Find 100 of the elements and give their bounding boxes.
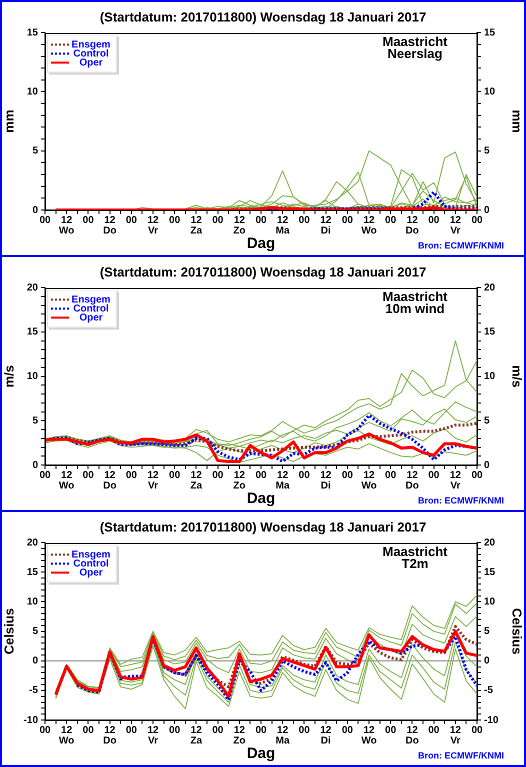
- x-tick-label: 12 Di: [320, 215, 332, 236]
- legend-label: Ensgem: [72, 39, 111, 50]
- legend-label: Control: [73, 303, 109, 314]
- y2-tick-label: 5: [484, 415, 490, 426]
- legend-label: Control: [73, 558, 109, 570]
- x-tick-label: 00: [342, 215, 354, 226]
- y-tick-label: 5: [32, 626, 38, 638]
- x-tick-label: 00: [126, 470, 138, 481]
- y2-tick-label: 20: [484, 537, 496, 548]
- x-axis-title: Dag: [246, 235, 276, 252]
- x-tick-label: 12 Do: [406, 470, 419, 492]
- x-tick-label: 12 Do: [103, 725, 116, 746]
- x-tick-label: 12 Za: [190, 215, 202, 236]
- x-tick-label: 00: [385, 470, 397, 481]
- x-tick-label: 12 Zo: [233, 725, 246, 746]
- y2-tick-label: 5: [484, 626, 490, 638]
- x-tick-label: 00: [342, 470, 354, 481]
- y2-tick-label: 10: [484, 86, 496, 98]
- x-tick-label: 12 Wo: [58, 470, 74, 492]
- x-tick-label: 00: [471, 725, 483, 736]
- y-tick-label: 10: [26, 596, 38, 608]
- x-tick-label: 12 Wo: [361, 725, 377, 746]
- x-tick-label: 00: [471, 470, 483, 481]
- y2-tick-label: 0: [484, 656, 490, 667]
- x-tick-label: 12 Vr: [450, 215, 462, 236]
- y-tick-label: 15: [26, 566, 38, 578]
- legend-label: Control: [73, 48, 109, 60]
- x-tick-label: 12 Do: [103, 215, 116, 236]
- y2-tick-label: -10: [484, 714, 499, 726]
- x-tick-label: 00: [212, 725, 224, 736]
- x-tick-label: 00: [82, 215, 94, 226]
- y2-tick-label: 10: [484, 596, 496, 608]
- y2-tick-label: -5: [484, 685, 494, 696]
- x-tick-label: 00: [39, 470, 51, 481]
- chart-title: (Startdatum: 2017011800) Woensdag 18 Januari 2017: [100, 9, 426, 24]
- x-tick-label: 00: [126, 215, 138, 226]
- x-tick-label: 00: [298, 470, 310, 481]
- x-tick-label: 12 Vr: [147, 215, 159, 236]
- chart-title: (Startdatum: 2017011800) Woensdag 18 Januari 2017: [100, 519, 426, 534]
- x-tick-label: 12 Vr: [450, 470, 462, 492]
- x-axis-title: Dag: [246, 490, 276, 508]
- y-axis-title: m/s: [1, 365, 16, 388]
- text: Bron: ECMWF/KNMI: [418, 495, 504, 506]
- legend-label: Oper: [79, 312, 103, 324]
- x-tick-label: 00: [428, 470, 440, 481]
- x-tick-label: 00: [126, 725, 138, 736]
- x-tick-label: 12 Vr: [147, 725, 159, 746]
- y2-tick-label: 10: [484, 371, 496, 382]
- y-tick-label: 15: [26, 326, 38, 338]
- legend-label: Ensgem: [72, 294, 111, 306]
- x-tick-label: 12 Ma: [276, 470, 290, 492]
- text: Bron: ECMWF/KNMI: [418, 750, 504, 760]
- y2-axis-title: Celsius: [510, 608, 525, 654]
- x-tick-label: 00: [255, 470, 267, 481]
- y2-tick-label: 15: [484, 326, 496, 338]
- annotation: Maastricht 10m wind: [382, 289, 448, 316]
- x-tick-label: 12 Vr: [147, 470, 159, 492]
- x-tick-label: 00: [385, 215, 397, 226]
- y-tick-label: 0: [32, 204, 38, 216]
- y2-tick-label: 15: [484, 566, 496, 578]
- x-tick-label: 00: [428, 725, 440, 736]
- y-tick-label: 10: [26, 371, 38, 382]
- x-tick-label: 12 Wo: [58, 725, 74, 746]
- x-tick-label: 00: [169, 725, 181, 736]
- x-tick-label: 00: [212, 215, 224, 226]
- x-tick-label: 12 Zo: [233, 470, 246, 492]
- chart-title: (Startdatum: 2017011800) Woensdag 18 Januari 2017: [100, 264, 426, 280]
- y2-axis-title: m/s: [510, 365, 525, 388]
- y-tick-label: 15: [26, 27, 38, 38]
- x-tick-label: 00: [212, 470, 224, 481]
- y-axis-title: Celsius: [1, 608, 16, 654]
- x-tick-label: 00: [255, 725, 267, 736]
- y2-axis-title: mm: [510, 110, 525, 133]
- x-tick-label: 00: [39, 725, 51, 736]
- legend-label: Oper: [79, 567, 103, 578]
- y-tick-label: -10: [24, 714, 38, 726]
- y2-tick-label: 15: [484, 27, 496, 38]
- annotation: Maastricht Neerslag: [382, 34, 448, 62]
- x-tick-label: 12 Za: [190, 470, 202, 492]
- x-tick-label: 12 Wo: [361, 470, 377, 492]
- x-tick-label: 12 Do: [103, 470, 116, 492]
- x-tick-label: 12 Ma: [276, 215, 290, 236]
- x-tick-label: 12 Za: [190, 725, 202, 746]
- text: Bron: ECMWF/KNMI: [418, 240, 504, 250]
- x-tick-label: 00: [428, 215, 440, 226]
- x-tick-label: 00: [298, 215, 310, 226]
- x-tick-label: 00: [471, 215, 483, 226]
- y-tick-label: 0: [32, 460, 38, 471]
- x-tick-label: 00: [385, 725, 397, 736]
- x-tick-label: 12 Ma: [276, 725, 290, 746]
- x-tick-label: 12 Vr: [450, 725, 462, 746]
- x-tick-label: 00: [39, 215, 51, 226]
- x-tick-label: 00: [342, 725, 354, 736]
- y-tick-label: -5: [29, 685, 38, 696]
- x-tick-label: 12 Di: [320, 470, 332, 492]
- x-tick-label: 12 Zo: [233, 215, 246, 236]
- annotation: Maastricht T2m: [382, 544, 448, 572]
- x-tick-label: 12 Di: [320, 725, 332, 746]
- x-tick-label: 12 Do: [406, 725, 419, 746]
- y-tick-label: 0: [32, 656, 38, 667]
